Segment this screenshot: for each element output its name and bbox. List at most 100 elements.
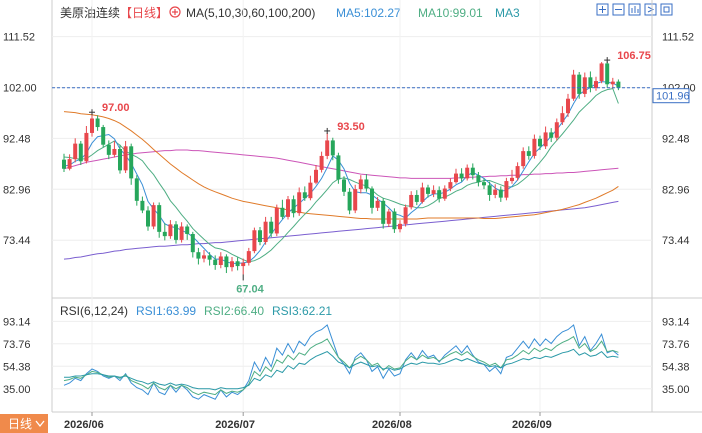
candle xyxy=(78,140,83,166)
candle xyxy=(123,140,128,174)
next-icon[interactable] xyxy=(644,3,657,16)
candle-body xyxy=(174,224,178,240)
candle xyxy=(403,204,408,227)
candle-body xyxy=(123,146,128,171)
period-tab[interactable] xyxy=(0,414,48,433)
candle-body xyxy=(465,167,470,179)
candle-body xyxy=(230,261,234,268)
candle xyxy=(476,171,481,187)
candle xyxy=(213,255,218,270)
candle-body xyxy=(498,189,503,198)
rsi-tick-label-right: 54.38 xyxy=(662,361,690,373)
candle xyxy=(577,71,582,99)
instrument-name: 美原油连续 xyxy=(60,5,120,20)
candle xyxy=(549,128,554,143)
ma10-label: MA10:99.01 xyxy=(418,6,483,20)
candle-body xyxy=(302,192,307,199)
candle xyxy=(224,254,229,274)
chevron-down-icon[interactable] xyxy=(35,420,45,428)
candle-body xyxy=(358,179,363,190)
ma-label: MA(5,10,30,60,100,200) xyxy=(186,6,315,20)
candle xyxy=(291,195,296,218)
fullscreen-icon[interactable] xyxy=(660,3,673,16)
candle xyxy=(594,76,598,91)
candle-body xyxy=(470,167,475,176)
candle-body xyxy=(252,230,257,252)
candle-body xyxy=(549,132,554,138)
add-indicator-icon[interactable] xyxy=(596,3,609,16)
candle-body xyxy=(196,252,201,259)
candle-body xyxy=(78,143,83,162)
candle xyxy=(308,175,313,201)
candle-body xyxy=(510,177,514,182)
candle xyxy=(566,93,570,117)
candle-body xyxy=(381,200,386,224)
candle xyxy=(140,196,145,214)
candle-body xyxy=(308,182,313,199)
candle-body xyxy=(588,77,593,89)
candle-body xyxy=(325,140,330,156)
candle xyxy=(510,169,514,184)
rsi1-line xyxy=(63,324,619,400)
candle-body xyxy=(246,251,251,263)
candle-body xyxy=(426,187,430,194)
candle xyxy=(454,168,458,184)
candle xyxy=(398,220,402,233)
candle xyxy=(342,176,346,197)
candle-body xyxy=(353,189,358,211)
candle-body xyxy=(202,255,206,259)
candle-body xyxy=(129,146,134,179)
ma100-line xyxy=(63,200,619,260)
bar-chart-icon[interactable] xyxy=(628,3,641,16)
period-label[interactable]: 【日线】 xyxy=(120,6,168,20)
candle xyxy=(437,186,442,203)
candle xyxy=(610,77,615,89)
rsi-tick-label-right: 73.76 xyxy=(662,339,690,351)
candle xyxy=(134,175,139,206)
remove-indicator-icon[interactable] xyxy=(612,3,625,16)
ma5-line xyxy=(63,81,619,264)
settings-icon[interactable] xyxy=(169,6,181,18)
candle xyxy=(319,151,324,173)
candle xyxy=(364,174,369,192)
candle-body xyxy=(347,191,352,211)
candle xyxy=(465,164,470,181)
candle-body xyxy=(84,132,89,162)
candle-body xyxy=(286,199,290,217)
price-annotations: 97.00 67.04 93.50 106.75 xyxy=(89,50,651,295)
candle xyxy=(358,175,363,194)
candle-body xyxy=(554,122,559,138)
candle xyxy=(146,206,150,231)
candle xyxy=(370,186,374,214)
candle xyxy=(459,168,464,182)
price-tick-label-left: 82.96 xyxy=(3,184,31,196)
candle xyxy=(185,224,190,240)
candle xyxy=(230,256,234,272)
candle-body xyxy=(566,98,570,114)
candle-body xyxy=(274,207,279,234)
time-tick-label: 2026/08 xyxy=(372,419,412,431)
time-axis: 2026/06 2026/07 2026/08 2026/09 xyxy=(64,412,552,431)
candle xyxy=(442,185,447,201)
price-tick-label-right: 73.44 xyxy=(662,235,690,247)
candle-body xyxy=(420,187,425,202)
annotation-label: 97.00 xyxy=(102,102,130,114)
rsi-tick-label-right: 93.14 xyxy=(662,316,690,328)
candle-body xyxy=(95,118,100,128)
candle xyxy=(560,106,565,125)
annotation-label: 106.75 xyxy=(617,50,651,62)
price-axis: 111.52111.52102.00102.0092.4892.4882.968… xyxy=(3,32,696,248)
candle xyxy=(269,216,274,238)
candle xyxy=(571,69,576,101)
rsi1-label: RSI1:63.99 xyxy=(136,304,196,318)
candle xyxy=(297,187,302,216)
candle-body xyxy=(482,182,486,186)
candle-body xyxy=(263,221,268,243)
candle-body xyxy=(330,140,335,156)
candle xyxy=(375,197,380,212)
price-tick-label-right: 111.52 xyxy=(662,32,694,44)
candle-body xyxy=(90,118,94,133)
candle-body xyxy=(213,259,218,266)
